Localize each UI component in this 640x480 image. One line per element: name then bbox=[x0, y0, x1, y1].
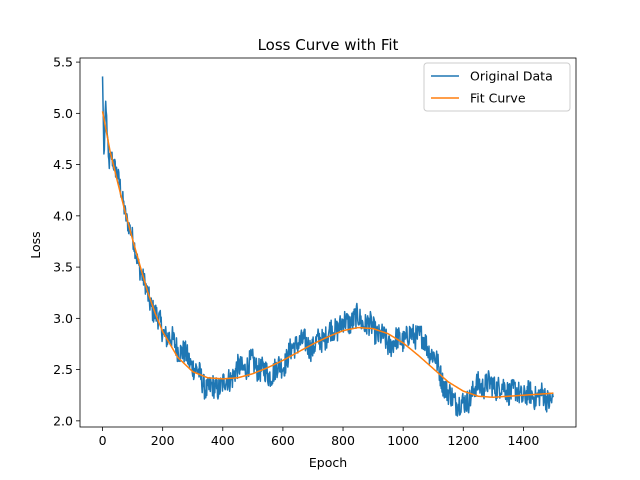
series-original-data bbox=[101, 76, 555, 417]
y-tick-label: 4.5 bbox=[53, 157, 73, 172]
x-tick-label: 1000 bbox=[387, 433, 419, 448]
y-tick-label: 5.0 bbox=[53, 106, 73, 121]
x-tick-label: 200 bbox=[151, 433, 175, 448]
chart-title: Loss Curve with Fit bbox=[258, 36, 399, 54]
x-tick-label: 0 bbox=[99, 433, 107, 448]
y-tick-label: 5.5 bbox=[53, 55, 73, 70]
x-tick-label: 1400 bbox=[507, 433, 539, 448]
axes: 0 200 400 600 800 1000 1200 1400 2.0 2.5 3.0 3.5 4.0… bbox=[53, 55, 577, 448]
y-tick-label: 2.5 bbox=[53, 362, 73, 377]
y-axis-label: Loss bbox=[28, 231, 43, 258]
legend: Original Data Fit Curve bbox=[423, 62, 571, 112]
y-tick-label: 3.5 bbox=[53, 260, 73, 275]
x-tick-label: 400 bbox=[211, 433, 235, 448]
plot-area bbox=[101, 76, 555, 417]
series-fit-curve bbox=[101, 111, 554, 399]
legend-label: Original Data bbox=[470, 69, 553, 84]
legend-label: Fit Curve bbox=[470, 91, 526, 106]
x-tick-label: 800 bbox=[331, 433, 355, 448]
x-tick-label: 1200 bbox=[447, 433, 479, 448]
legend-box bbox=[423, 62, 571, 112]
plot-frame bbox=[79, 57, 577, 428]
y-tick-label: 3.0 bbox=[53, 311, 73, 326]
y-tick-label: 2.0 bbox=[53, 413, 73, 428]
y-tick-label: 4.0 bbox=[53, 208, 73, 223]
x-axis-label: Epoch bbox=[309, 455, 347, 470]
x-tick-label: 600 bbox=[271, 433, 295, 448]
